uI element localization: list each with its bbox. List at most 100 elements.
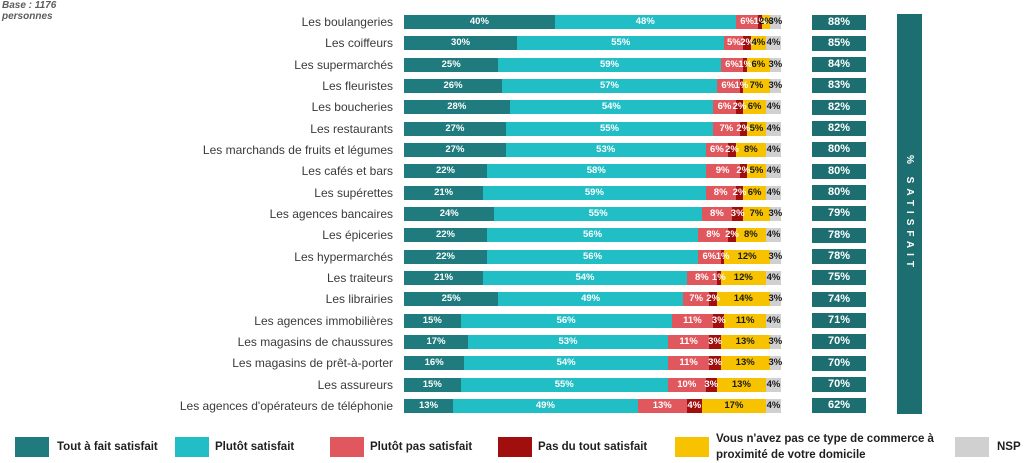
value-text: 80: [827, 143, 841, 156]
satisfait-value: 79%: [812, 206, 866, 222]
bar-segment: [505, 121, 714, 136]
unit-text: %: [840, 356, 851, 369]
value-text: 7: [719, 122, 725, 134]
bar-value-label: 8%: [744, 228, 758, 242]
bar-segment: [460, 377, 668, 392]
value-text: 3: [768, 357, 774, 369]
bar-value-label: 3%: [708, 335, 722, 349]
unit-text: %: [724, 122, 734, 134]
unit-text: %: [732, 37, 741, 49]
unit-text: %: [840, 186, 851, 199]
unit-text: %: [840, 100, 851, 113]
unit-text: %: [726, 79, 736, 91]
bar-value-label: 3%: [768, 250, 782, 264]
bar-segment: [486, 249, 699, 264]
value-text: 79: [827, 207, 841, 220]
bar-segment: [769, 15, 781, 29]
bar-segment: [404, 398, 453, 413]
bar-segment: [769, 78, 781, 93]
bar-segment: [667, 356, 710, 371]
legend-label: Plutôt satisfait: [215, 441, 295, 453]
bar-value-label: 3%: [704, 378, 718, 392]
value-text: 2: [736, 165, 742, 177]
unit-text: %: [773, 207, 783, 219]
bar-segment: [750, 36, 766, 51]
value-text: 54: [601, 101, 613, 113]
value-text: 4: [766, 229, 772, 241]
unit-text: %: [743, 58, 753, 70]
value-text: 3: [768, 207, 774, 219]
bar-segment: [554, 15, 736, 29]
bar-value-label: 4%: [767, 100, 781, 114]
category-label: Les fleuristes: [322, 78, 393, 93]
bar-segment: [765, 185, 781, 200]
value-text: 28: [447, 101, 458, 113]
bar-value-label: 55%: [611, 36, 630, 50]
bar-value-label: 4%: [752, 36, 766, 50]
value-text: 84: [827, 58, 841, 71]
value-text: 70: [827, 356, 841, 369]
value-text: 4: [766, 399, 772, 411]
unit-text: %: [709, 378, 719, 390]
unit-text: %: [454, 79, 463, 91]
unit-text: %: [606, 143, 616, 155]
unit-text: %: [756, 37, 766, 49]
value-text: 62: [827, 399, 841, 412]
unit-text: %: [610, 122, 619, 134]
legend-swatch: [175, 437, 209, 457]
bar-value-label: 13%: [732, 378, 751, 392]
category-label: Les cafés et bars: [301, 164, 393, 179]
bar-segment: [404, 249, 487, 264]
value-text: 75: [827, 271, 841, 284]
value-text: 21: [434, 271, 445, 283]
value-text: 3: [768, 293, 774, 305]
satisfait-value: 78%: [812, 227, 866, 243]
bar-segment: [404, 185, 484, 200]
unit-text: %: [840, 143, 851, 156]
bar-segment: [724, 249, 770, 264]
value-text: 49: [535, 399, 547, 411]
bar-segment: [758, 15, 763, 29]
value-text: 4: [751, 37, 757, 49]
bar-segment: [498, 57, 721, 72]
satisfait-value: 75%: [812, 270, 866, 286]
bar-value-label: 21%: [434, 271, 453, 285]
bar-segment: [765, 100, 781, 115]
bar-value-label: 22%: [436, 228, 455, 242]
bar-segment: [709, 334, 721, 349]
value-text: 8: [743, 143, 750, 155]
bar-segment: [728, 142, 736, 157]
bar-value-label: 2%: [736, 122, 750, 136]
bar-segment: [769, 57, 781, 72]
unit-text: %: [749, 143, 758, 155]
bar-value-label: 17%: [724, 399, 743, 413]
bar-segment: [404, 100, 510, 115]
value-text: 2: [759, 16, 765, 27]
value-text: 2: [725, 143, 731, 155]
value-text: 2: [732, 101, 738, 113]
bar-segment: [709, 292, 717, 307]
bar-segment: [747, 57, 770, 72]
value-text: 70: [827, 335, 841, 348]
bar-segment: [486, 228, 699, 243]
satisfait-value: 85%: [812, 35, 866, 51]
bar-segment: [743, 36, 751, 51]
bar-value-label: 53%: [558, 335, 577, 349]
value-text: 13: [735, 335, 747, 347]
unit-text: %: [771, 378, 781, 390]
value-text: 5: [749, 165, 755, 177]
bar-segment: [404, 356, 465, 371]
bar-segment: [705, 164, 740, 179]
satisfait-value: 80%: [812, 142, 866, 158]
value-text: 16: [424, 357, 436, 369]
bar-segment: [716, 78, 740, 93]
value-text: 53: [558, 335, 570, 347]
value-text: 3: [768, 58, 774, 70]
bar-value-label: 3%: [708, 356, 722, 370]
bar-segment: [747, 164, 766, 179]
satisfait-value: 80%: [812, 163, 866, 179]
bar-segment: [731, 206, 744, 221]
unit-text: %: [720, 250, 730, 262]
unit-text: %: [719, 186, 728, 198]
category-label: Les hypermarchés: [294, 249, 393, 264]
